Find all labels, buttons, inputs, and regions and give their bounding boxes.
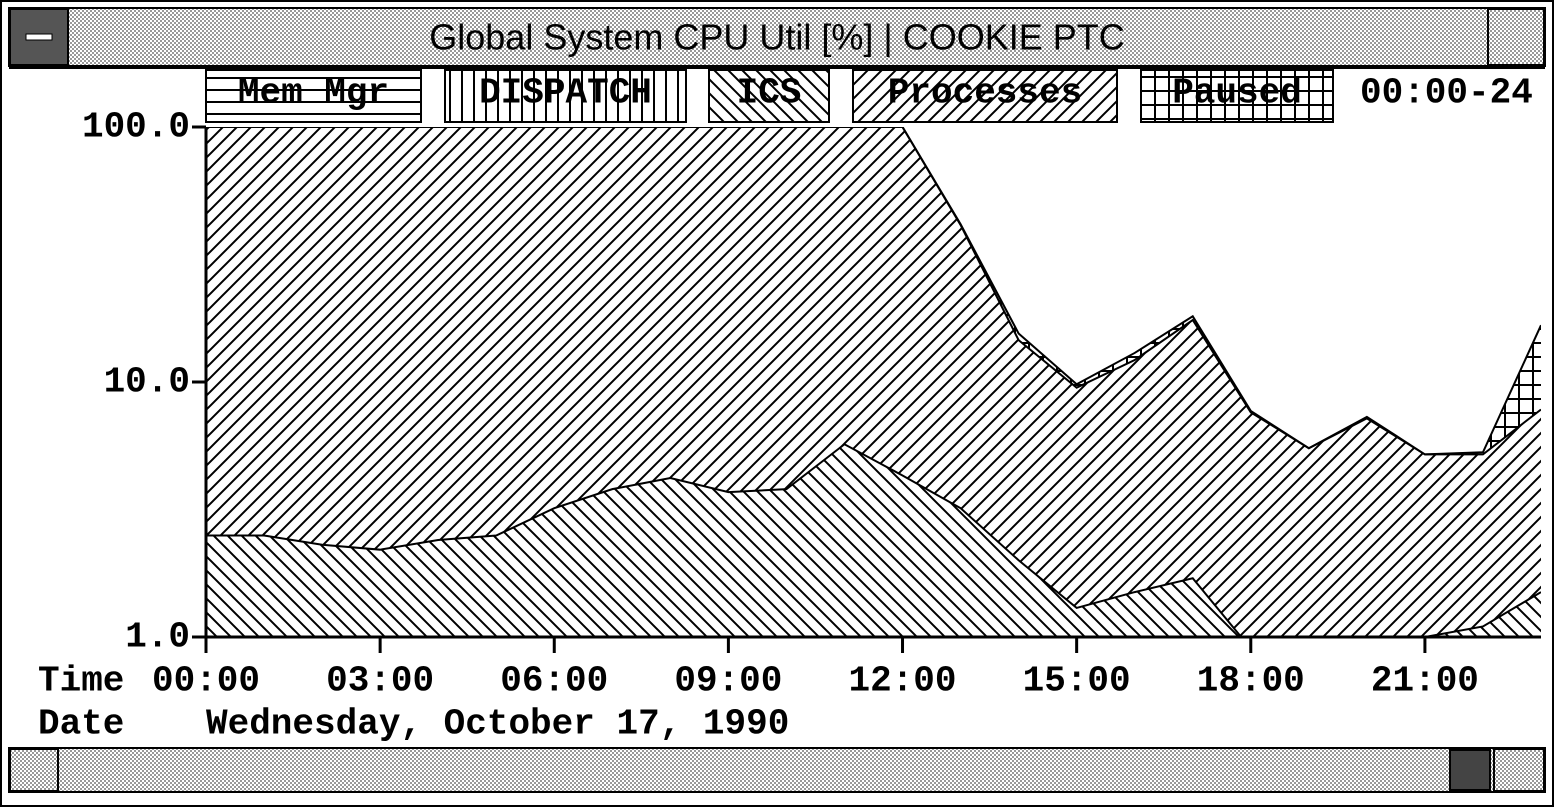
window-title: Global System CPU Util [%] | COOKIE PTC xyxy=(429,17,1125,58)
legend-swatch xyxy=(1140,69,1334,123)
control-menu-icon xyxy=(25,33,53,41)
y-tick-label: 10.0 xyxy=(104,362,190,403)
x-tick-label: 18:00 xyxy=(1197,661,1305,702)
legend-swatch xyxy=(205,69,422,123)
legend-label: Paused xyxy=(1172,73,1302,114)
y-tick-label: 1.0 xyxy=(125,617,190,658)
x-tick-label: 03:00 xyxy=(326,661,434,702)
area-edge xyxy=(206,127,1541,456)
y-tick-label: 100.0 xyxy=(82,107,190,148)
maximize-button[interactable] xyxy=(1487,8,1545,66)
time-label: Time xyxy=(38,661,124,702)
legend-label: Processes xyxy=(888,73,1082,114)
scrollbar[interactable] xyxy=(8,747,1546,793)
areas xyxy=(206,127,1541,637)
legend-swatch xyxy=(852,69,1118,123)
x-tick-label: 15:00 xyxy=(1023,661,1131,702)
legend-swatch xyxy=(708,69,830,123)
x-tick-label: 09:00 xyxy=(674,661,782,702)
plot: 1.0 10.0 100.0 00:00 03:00 06:00 09:00 12:00 15:… xyxy=(82,107,1541,702)
area xyxy=(206,127,1541,637)
legend-label: DISPATCH xyxy=(479,73,652,114)
title-bar[interactable] xyxy=(8,7,1546,67)
x-tick-label: 00:00 xyxy=(152,661,260,702)
date-value: Wednesday, October 17, 1990 xyxy=(206,704,789,745)
x-tick-label: 06:00 xyxy=(500,661,608,702)
area xyxy=(206,444,1541,637)
legend-swatch xyxy=(444,69,687,123)
legend-label: ICS xyxy=(737,73,802,114)
scroll-left-button[interactable] xyxy=(9,748,59,792)
date-label: Date xyxy=(38,704,124,745)
scroll-thumb[interactable] xyxy=(1449,749,1491,791)
time-range: 00:00-24 xyxy=(1360,73,1533,114)
scroll-right-button[interactable] xyxy=(1493,748,1545,792)
x-tick-label: 12:00 xyxy=(849,661,957,702)
x-tick-label: 21:00 xyxy=(1371,661,1479,702)
legend-label: Mem Mgr xyxy=(238,73,389,114)
